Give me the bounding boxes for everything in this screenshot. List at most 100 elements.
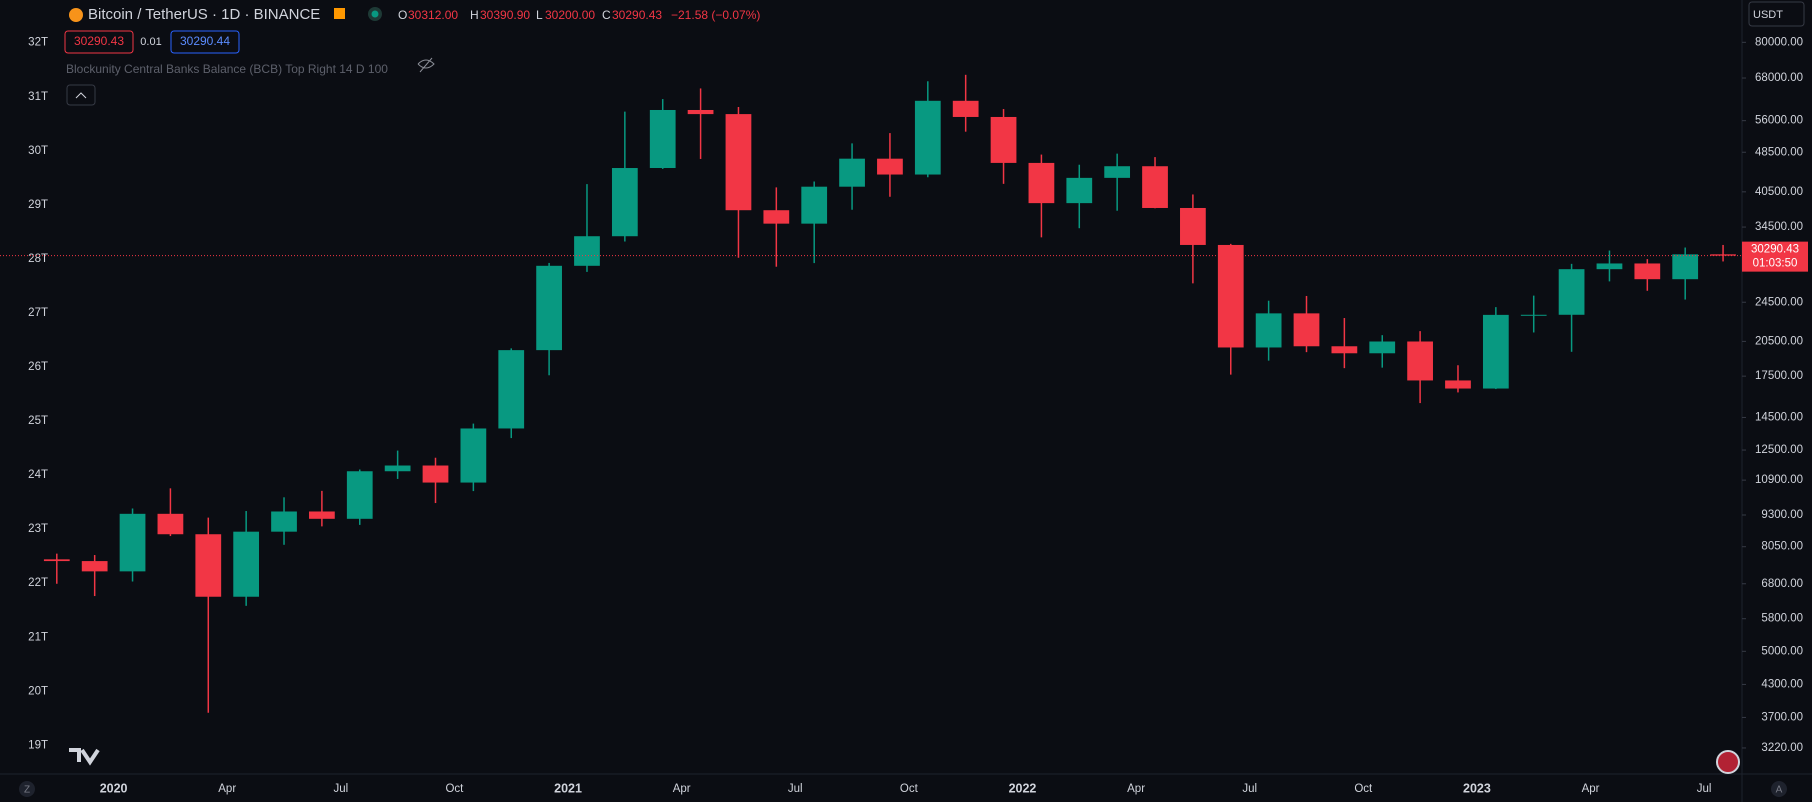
indicator-title[interactable]: Blockunity Central Banks Balance (BCB) T… [66, 62, 388, 76]
time-tick-label: 2023 [1463, 781, 1491, 795]
time-tick-label: Apr [673, 783, 691, 795]
price-tick-label: 68000.00 [1755, 72, 1803, 84]
candle-body [1142, 166, 1168, 208]
left-tick-label: 30T [28, 145, 48, 157]
collapse-button[interactable] [66, 84, 96, 106]
candle-body [801, 186, 828, 224]
candle-body [1482, 314, 1509, 389]
candle-body [81, 561, 108, 572]
candle-body [990, 116, 1017, 163]
symbol-title[interactable]: Bitcoin / TetherUS · 1D · BINANCE [88, 6, 320, 23]
status-dot [371, 10, 379, 18]
time-tick-label: 2021 [554, 781, 582, 795]
auto-button[interactable] [1771, 781, 1787, 797]
price-tick-label: 20500.00 [1755, 335, 1803, 347]
candle-body [839, 158, 865, 187]
zoom-label: Z [24, 785, 30, 796]
left-tick-label: 26T [28, 361, 48, 373]
price-label: 30290.43 [1751, 244, 1799, 256]
flag-icon[interactable] [334, 8, 345, 19]
candle-body [233, 531, 260, 597]
time-tick-label: Jul [788, 783, 803, 795]
candle-body [574, 236, 600, 266]
flag-button[interactable] [1716, 750, 1740, 774]
time-tick-label: Apr [1127, 783, 1145, 795]
candle-body [43, 559, 70, 562]
candle-body [611, 168, 638, 237]
candle-body [536, 265, 562, 351]
ohlc-value: 30312.00 [408, 8, 458, 22]
price-tick-label: 14500.00 [1755, 411, 1803, 423]
left-tick-label: 28T [28, 253, 48, 265]
price-tick-label: 3700.00 [1761, 711, 1803, 723]
candle-body [1180, 207, 1206, 245]
tv-logo [69, 748, 100, 766]
left-tick-label: 27T [28, 307, 48, 319]
ohlc-label: C [602, 8, 611, 22]
ohlc-label: O [398, 8, 407, 22]
time-tick-label: Jul [1697, 783, 1712, 795]
candle-body [195, 534, 222, 597]
left-tick-label: 19T [28, 739, 48, 751]
price-tick-label: 4300.00 [1761, 678, 1803, 690]
left-tick-label: 20T [28, 685, 48, 697]
sell-badge[interactable] [64, 30, 134, 54]
candle-body [498, 350, 525, 429]
candle-body [346, 471, 373, 519]
candle-body [1217, 244, 1244, 348]
candle-body [422, 465, 449, 483]
time-tick-label: Oct [900, 783, 919, 795]
candle-body [384, 465, 411, 472]
candle-body [649, 109, 676, 169]
candle-body [1104, 166, 1131, 178]
collapse-icon [75, 92, 87, 99]
price-tick-label: 80000.00 [1755, 36, 1803, 48]
currency-label: USDT [1753, 9, 1783, 21]
candle-body [763, 210, 790, 224]
left-tick-label: 22T [28, 577, 48, 589]
candle-body [1407, 341, 1433, 381]
candle-body [914, 100, 941, 175]
candle-body [1634, 263, 1661, 280]
auto-label: A [1776, 785, 1783, 796]
candle-body [1331, 346, 1358, 354]
candle-body [1710, 254, 1736, 256]
candle-body [1558, 269, 1585, 315]
candle-body [1255, 313, 1282, 348]
left-tick-label: 25T [28, 415, 48, 427]
price-tick-label: 5800.00 [1761, 613, 1803, 625]
time-tick-label: 2020 [100, 781, 128, 795]
candle-body [1445, 380, 1471, 389]
candle-body [877, 158, 903, 175]
candle-body [1066, 177, 1093, 204]
price-tick-label: 8050.00 [1761, 541, 1803, 553]
currency-button[interactable] [1748, 1, 1805, 27]
candle-body [1520, 314, 1547, 316]
ohlc-label: L [536, 8, 543, 22]
buy-badge[interactable] [170, 30, 240, 54]
time-tick-label: Apr [1582, 783, 1600, 795]
candle-body [119, 513, 146, 572]
spread: 0.01 [140, 36, 161, 48]
time-tick-label: Jul [333, 783, 348, 795]
time-tick-label: Apr [218, 783, 236, 795]
candle-body [1028, 162, 1055, 204]
ohlc-value: 30200.00 [545, 8, 595, 22]
hidden-eye-icon[interactable] [417, 57, 435, 73]
zoom-button[interactable] [19, 781, 35, 797]
candle-body [687, 109, 714, 115]
time-tick-label: Oct [445, 783, 464, 795]
time-tick-label: 2022 [1009, 781, 1037, 795]
price-tick-label: 9300.00 [1761, 509, 1803, 521]
price-tick-label: 6800.00 [1761, 578, 1803, 590]
candle-body [460, 428, 487, 483]
price-tick-label: 10900.00 [1755, 474, 1803, 486]
price-tick-label: 3220.00 [1761, 742, 1803, 754]
candle-body [1596, 263, 1623, 270]
candle-body [157, 513, 184, 535]
left-tick-label: 29T [28, 199, 48, 211]
price-tick-label: 34500.00 [1755, 221, 1803, 233]
time-tick-label: Jul [1242, 783, 1257, 795]
countdown-label: 01:03:50 [1753, 258, 1798, 270]
